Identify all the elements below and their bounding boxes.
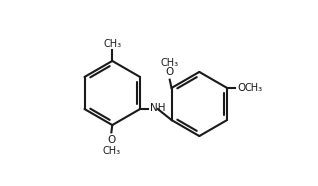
Text: O: O	[107, 135, 115, 145]
Text: O: O	[237, 83, 245, 93]
Text: CH₃: CH₃	[103, 39, 121, 49]
Text: O: O	[166, 67, 174, 77]
Text: NH: NH	[150, 103, 166, 113]
Text: CH₃: CH₃	[245, 83, 263, 93]
Text: CH₃: CH₃	[102, 146, 121, 156]
Text: CH₃: CH₃	[161, 58, 179, 68]
